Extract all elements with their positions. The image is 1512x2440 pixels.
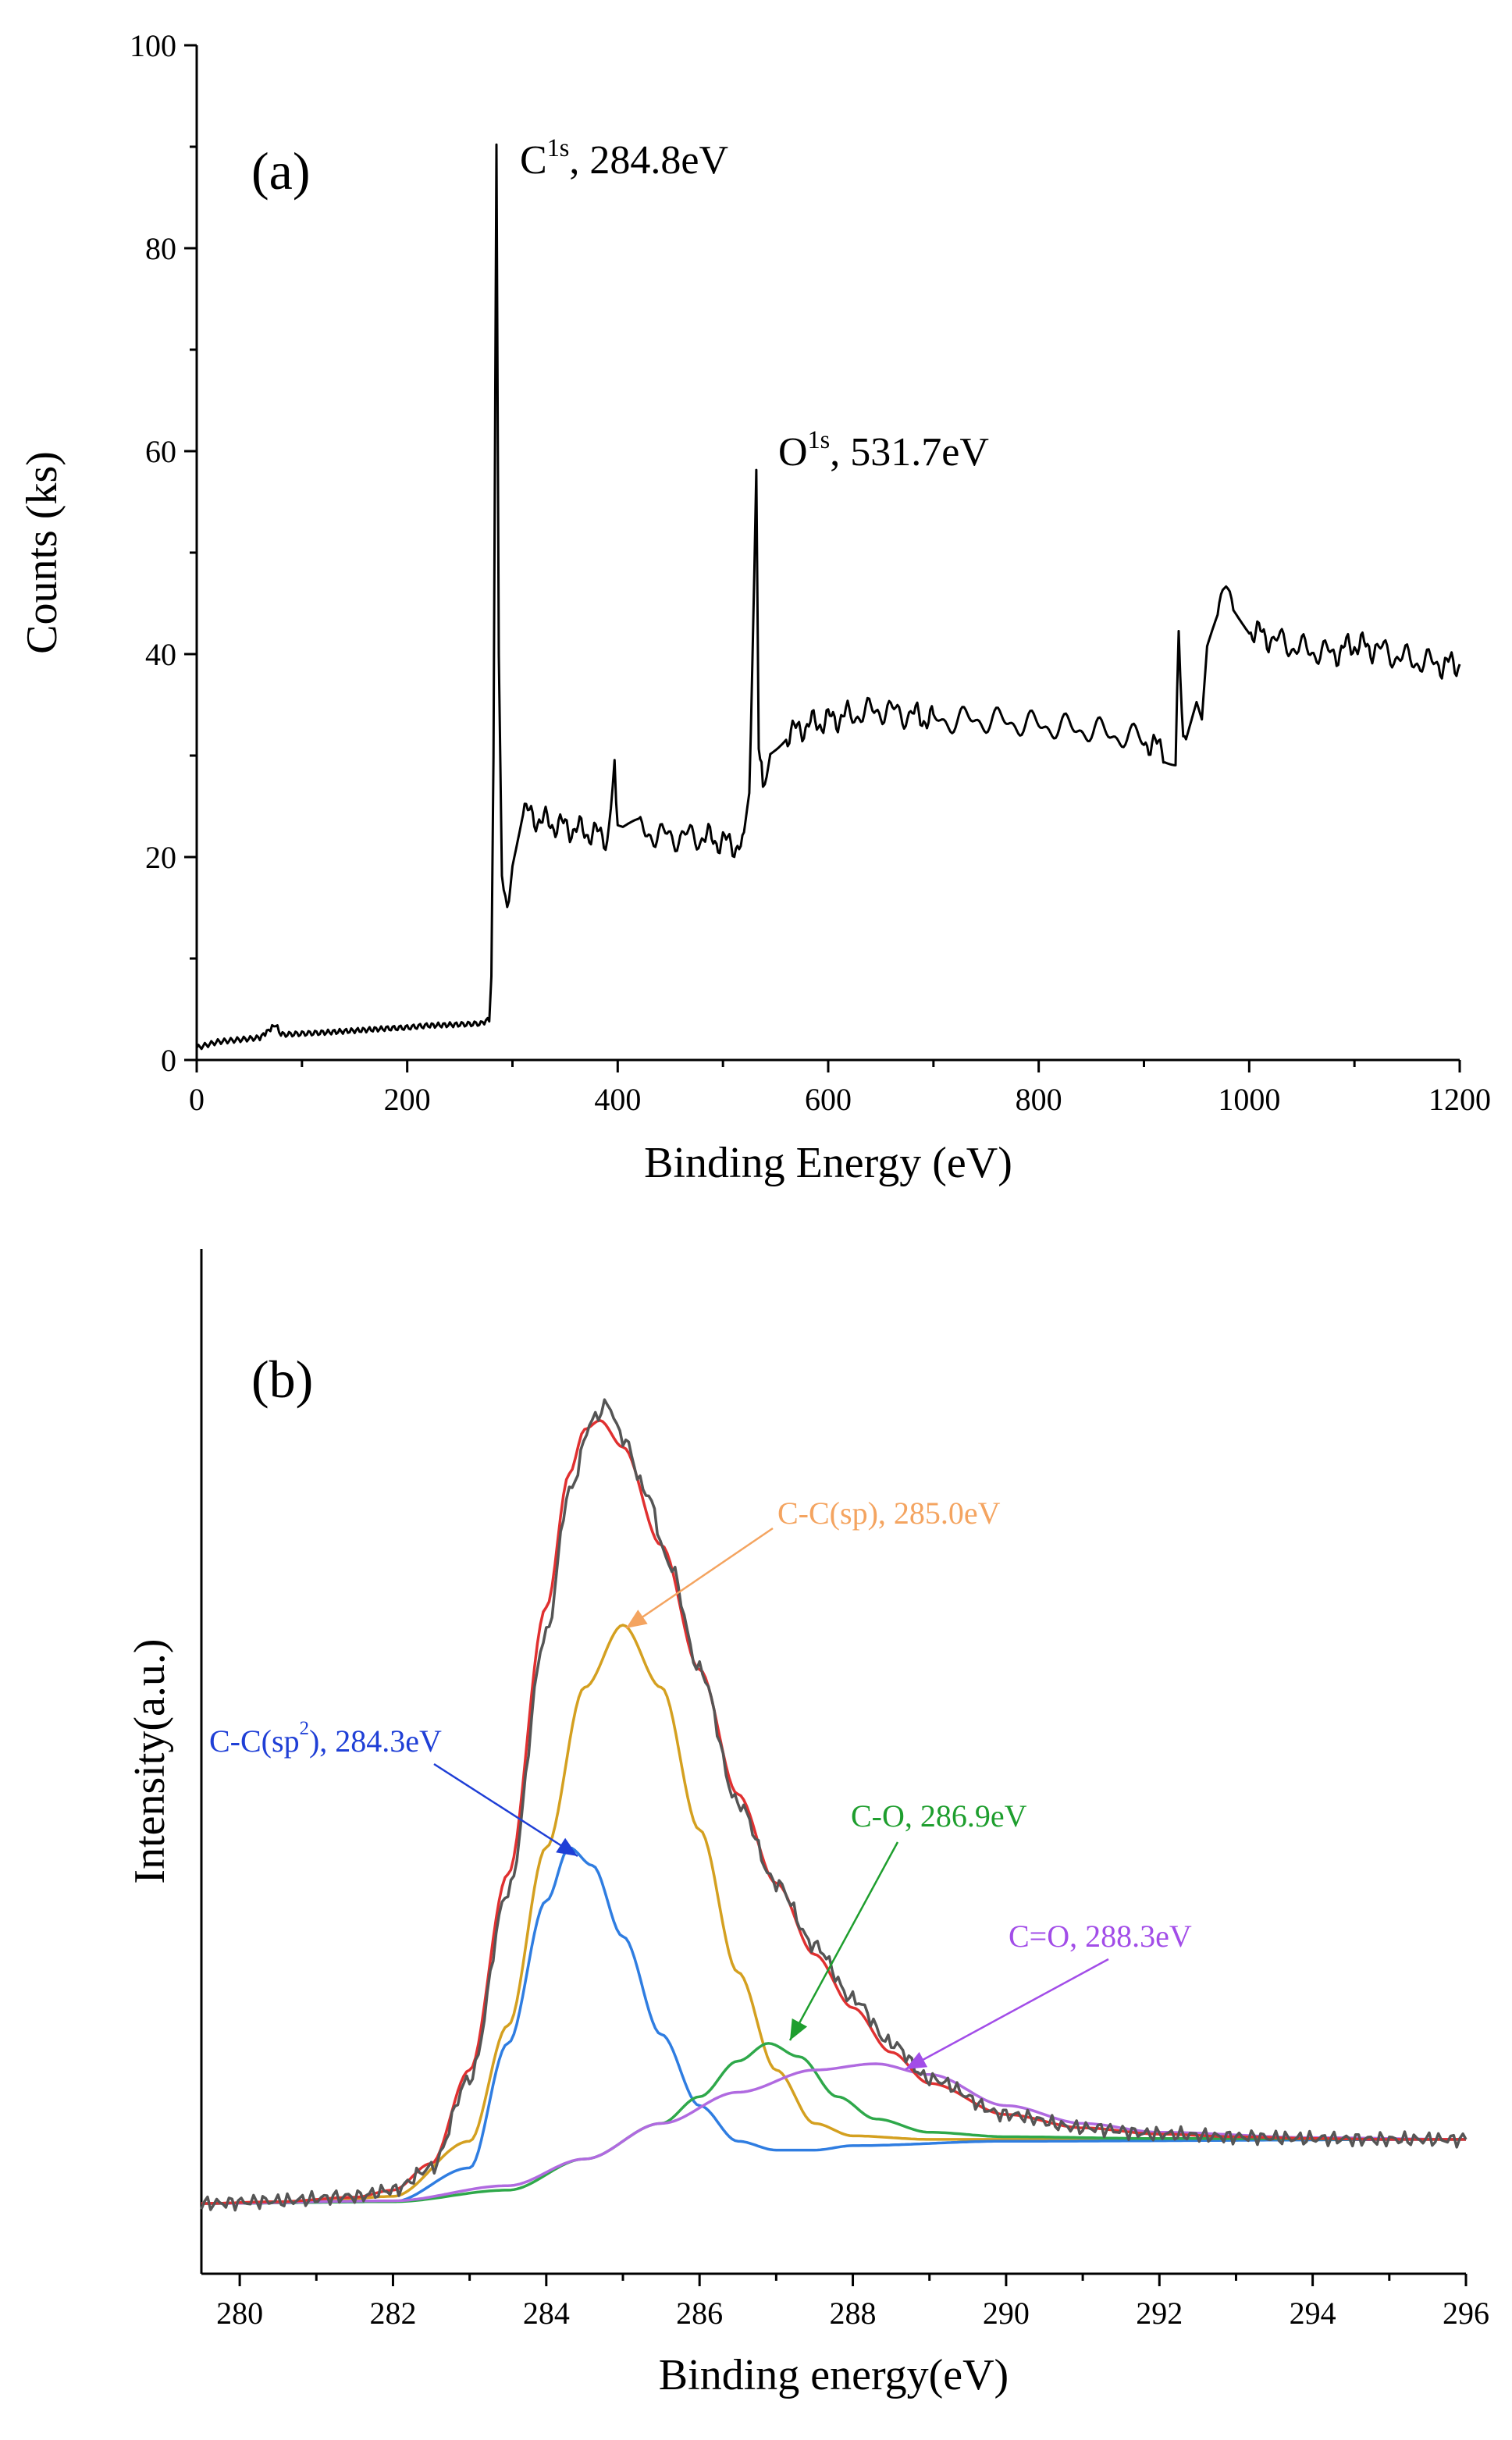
panel-a-y-tick-label: 20 bbox=[145, 840, 176, 875]
panel-b-arrow-cc-sp bbox=[625, 1527, 774, 1630]
panel-a-y-tick-label: 60 bbox=[145, 434, 176, 469]
panel-a-x-tick-label: 0 bbox=[189, 1082, 205, 1117]
panel-b-arrow-c-double-o bbox=[905, 1958, 1109, 2071]
panel-b-x-tick-label: 284 bbox=[523, 2296, 570, 2331]
panel-a-y-tick-label: 40 bbox=[145, 637, 176, 672]
panel-b-arrow-co bbox=[788, 1841, 899, 2041]
panel-b-x-tick-label: 280 bbox=[216, 2296, 263, 2331]
panel-a-x-tick-label: 1200 bbox=[1428, 1082, 1491, 1117]
panel-a-y-axis-title: Counts (ks) bbox=[18, 451, 66, 654]
panel-a-x-tick-label: 800 bbox=[1016, 1082, 1062, 1117]
panel-b-arrow-cc-sp-head bbox=[626, 1609, 648, 1628]
panel-b-envelope-line bbox=[201, 1419, 1466, 2205]
panel-a-peak-label-c1s: C1s, 284.8eV bbox=[520, 133, 728, 183]
panel-a: 0 200 400 600 800 1000 1200 0 20 40 60 80 100 Binding… bbox=[18, 28, 1491, 1187]
panel-a-survey-line bbox=[195, 143, 1461, 1051]
panel-b: 280 282 284 286 288 290 292 294 296 Binding energ… bbox=[126, 1249, 1489, 2399]
panel-a-x-tick-label: 600 bbox=[805, 1082, 852, 1117]
panel-b-arrow-c-double-o-head bbox=[905, 2051, 928, 2069]
panel-b-arrow-co-head bbox=[790, 2018, 808, 2040]
panel-b-x-tick-label: 290 bbox=[983, 2296, 1030, 2331]
panel-a-y-tick-label: 0 bbox=[161, 1043, 176, 1078]
panel-a-peak-label-o1s: O1s, 531.7eV bbox=[778, 425, 989, 475]
panel-b-x-tick-label: 292 bbox=[1136, 2296, 1183, 2331]
panel-b-label-c-double-o: C=O, 288.3eV bbox=[1009, 1919, 1192, 1954]
panel-a-x-tick-label: 1000 bbox=[1218, 1082, 1280, 1117]
panel-b-x-tick-label: 296 bbox=[1443, 2296, 1489, 2331]
panel-b-cc-sp-line bbox=[201, 1624, 1466, 2205]
panel-b-label-co: C-O, 286.9eV bbox=[851, 1798, 1027, 1834]
panel-b-x-tick-label: 288 bbox=[830, 2296, 877, 2331]
panel-a-y-tick-label: 100 bbox=[130, 28, 176, 63]
panel-a-y-tick-label: 80 bbox=[145, 231, 176, 266]
panel-a-x-axis-title: Binding Energy (eV) bbox=[644, 1139, 1012, 1187]
panel-b-label-cc-sp: C-C(sp), 285.0eV bbox=[777, 1496, 1001, 1531]
panel-b-arrow-cc-sp2 bbox=[433, 1762, 578, 1858]
panel-a-label: (a) bbox=[251, 141, 310, 201]
panel-b-x-tick-label: 282 bbox=[369, 2296, 416, 2331]
panel-b-x-tick-label: 294 bbox=[1290, 2296, 1336, 2331]
panel-b-x-tick-label: 286 bbox=[676, 2296, 723, 2331]
panel-b-y-axis-title: Intensity(a.u.) bbox=[126, 1638, 174, 1883]
panel-b-label-cc-sp2: C-C(sp2), 284.3eV bbox=[209, 1718, 442, 1759]
panel-a-x-tick-label: 400 bbox=[594, 1082, 641, 1117]
panel-b-arrow-cc-sp2-head bbox=[556, 1837, 578, 1856]
panel-b-x-axis-title: Binding energy(eV) bbox=[659, 2351, 1009, 2399]
panel-b-label: (b) bbox=[251, 1350, 313, 1409]
panel-a-x-tick-label: 200 bbox=[384, 1082, 431, 1117]
panel-b-cc-sp2-line bbox=[201, 1846, 1466, 2205]
panel-b-experimental-line bbox=[200, 1398, 1468, 2212]
